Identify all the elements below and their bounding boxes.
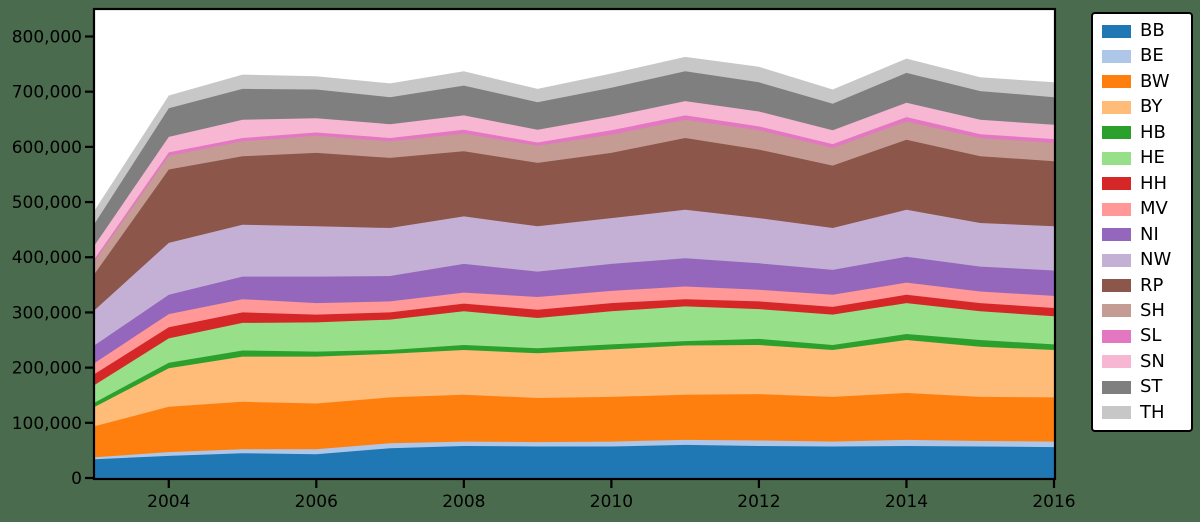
legend-label: RP <box>1140 274 1164 296</box>
legend-swatch-NW <box>1102 253 1131 267</box>
y-tick-label-0: 0 <box>71 469 82 489</box>
x-tick-label-2004: 2004 <box>147 492 190 512</box>
legend-label: BY <box>1140 96 1163 118</box>
legend-item-RP: RP <box>1102 274 1182 296</box>
legend-item-MV: MV <box>1102 200 1182 218</box>
legend-swatch-HB <box>1102 126 1131 140</box>
legend-swatch-SH <box>1102 304 1131 318</box>
y-tick-label-400000: 400,000 <box>12 248 82 268</box>
legend-item-SN: SN <box>1102 350 1182 372</box>
y-tick-label-800000: 800,000 <box>12 27 82 47</box>
legend-item-BY: BY <box>1102 98 1182 116</box>
legend-label: HH <box>1140 172 1168 194</box>
y-tick-label-200000: 200,000 <box>12 359 82 379</box>
axes-border <box>92 7 1057 481</box>
legend-item-BW: BW <box>1102 70 1182 92</box>
legend-item-BB: BB <box>1102 22 1182 40</box>
x-axis: 2004 2006 2008 2010 2012 2014 2016 <box>147 480 1076 512</box>
legend-swatch-BY <box>1102 100 1131 114</box>
legend-label: BB <box>1140 20 1165 41</box>
y-tick-label-600000: 600,000 <box>12 138 82 158</box>
legend-label: SN <box>1140 350 1165 372</box>
legend-item-HB: HB <box>1102 121 1182 143</box>
legend-item-SL: SL <box>1102 327 1182 345</box>
y-tick-label-300000: 300,000 <box>12 303 82 323</box>
legend-swatch-BE <box>1102 49 1131 63</box>
legend-label: SH <box>1140 299 1165 321</box>
legend-swatch-SL <box>1102 329 1131 343</box>
legend-item-HH: HH <box>1102 172 1182 194</box>
legend-item-HE: HE <box>1102 149 1182 167</box>
legend-swatch-HE <box>1102 151 1131 165</box>
legend-swatch-HH <box>1102 177 1131 191</box>
legend-label: ST <box>1140 376 1163 398</box>
legend-item-TH: TH <box>1102 401 1182 423</box>
legend-label: HB <box>1140 121 1166 143</box>
x-tick-label-2016: 2016 <box>1032 492 1075 512</box>
legend-swatch-NI <box>1102 228 1131 242</box>
legend-swatch-RP <box>1102 279 1131 293</box>
legend-swatch-TH <box>1102 406 1131 420</box>
legend-item-ST: ST <box>1102 378 1182 396</box>
legend-item-NW: NW <box>1102 251 1182 269</box>
legend-label: TH <box>1140 401 1165 423</box>
legend-swatch-BW <box>1102 75 1131 89</box>
legend-item-NI: NI <box>1102 223 1182 245</box>
x-tick-label-2006: 2006 <box>295 492 338 512</box>
y-tick-label-500000: 500,000 <box>12 193 82 213</box>
x-tick-label-2012: 2012 <box>737 492 780 512</box>
area-BB <box>95 444 1054 478</box>
legend-label: BW <box>1140 70 1170 92</box>
legend: BB BE BW BY HB HE HH MV NI NW RP SH SL SN ST TH <box>1091 12 1193 432</box>
legend-swatch-BB <box>1102 24 1131 38</box>
legend-item-BE: BE <box>1102 47 1182 65</box>
x-tick-label-2010: 2010 <box>590 492 633 512</box>
legend-item-SH: SH <box>1102 299 1182 321</box>
legend-label: NI <box>1140 223 1159 245</box>
y-axis: 0 100,000 200,000 300,000 400,000 500,000 600,… <box>12 27 93 489</box>
legend-swatch-SN <box>1102 355 1131 369</box>
y-tick-label-100000: 100,000 <box>12 414 82 434</box>
legend-label: HE <box>1140 147 1165 169</box>
legend-label: SL <box>1140 325 1162 347</box>
x-tick-label-2014: 2014 <box>885 492 928 512</box>
legend-label: BE <box>1140 45 1164 67</box>
x-tick-label-2008: 2008 <box>442 492 485 512</box>
legend-label: NW <box>1140 249 1172 271</box>
legend-label: MV <box>1140 198 1168 220</box>
legend-swatch-ST <box>1102 380 1131 394</box>
legend-swatch-MV <box>1102 202 1131 216</box>
areas <box>95 56 1054 479</box>
y-tick-label-700000: 700,000 <box>12 83 82 103</box>
